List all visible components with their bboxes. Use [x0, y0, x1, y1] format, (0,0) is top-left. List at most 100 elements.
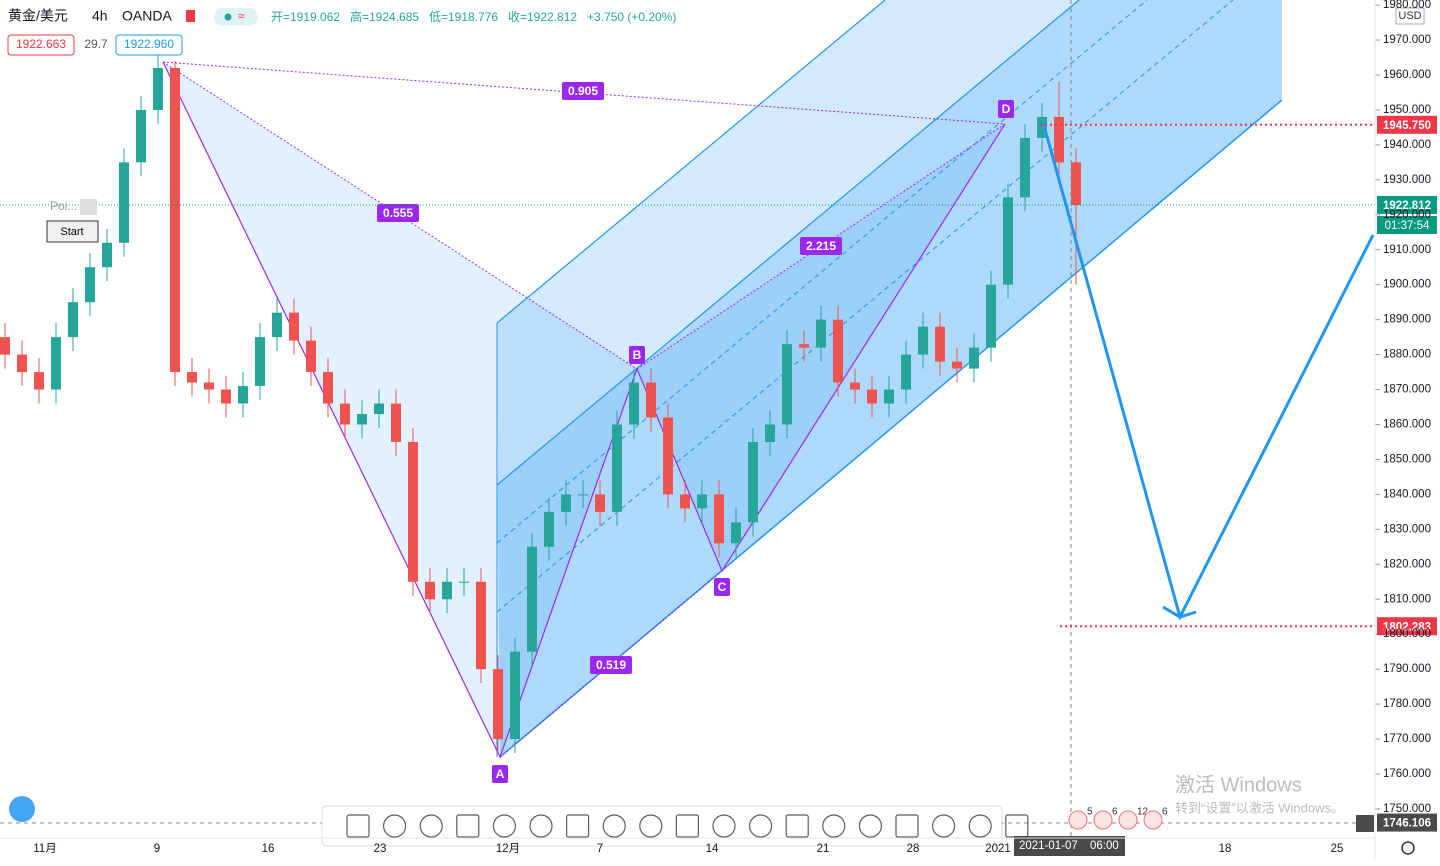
tool-icon[interactable] — [529, 814, 553, 838]
bid-box[interactable] — [7, 34, 75, 56]
settings-icon[interactable] — [1401, 841, 1415, 855]
price-label-box — [1377, 115, 1437, 134]
price-tick-label: 1840.000 — [1383, 488, 1431, 500]
candle-body — [476, 581, 486, 670]
tool-icon[interactable] — [639, 814, 663, 838]
tool-icon[interactable] — [895, 814, 919, 838]
start-label: Start — [60, 226, 83, 238]
candles — [0, 54, 1081, 754]
toolbar-icons — [346, 814, 1029, 838]
price-tick-label: 1900.000 — [1383, 279, 1431, 291]
tool-icon[interactable] — [492, 814, 516, 838]
status-pill[interactable] — [214, 8, 258, 26]
tool-icon[interactable] — [931, 814, 956, 838]
candle-body — [731, 522, 741, 544]
status-dot — [224, 13, 232, 21]
countdown: 01:37:54 — [1385, 220, 1430, 232]
pattern-tag — [714, 578, 730, 596]
price-label: 1746.106 — [1383, 818, 1431, 830]
price-label: 1922.812 — [1383, 200, 1431, 212]
candle-body — [884, 389, 894, 404]
cursor-time-box — [1014, 836, 1125, 856]
arrow-head — [1162, 605, 1197, 619]
tool-icon[interactable] — [822, 814, 846, 838]
price-tick-label: 1950.000 — [1383, 104, 1431, 116]
price-tick-label: 1980.000 — [1383, 0, 1431, 11]
candle-body — [340, 403, 350, 425]
price-tick-label: 1820.000 — [1383, 558, 1431, 570]
candle-body — [17, 354, 27, 373]
event-icon[interactable] — [1068, 810, 1088, 830]
tool-icon[interactable] — [565, 814, 590, 838]
tool-icon[interactable] — [602, 814, 626, 838]
flag-icon[interactable] — [186, 10, 195, 22]
pattern-tag — [590, 656, 632, 674]
channel-upper — [496, 0, 886, 324]
candle-body — [289, 312, 299, 341]
candle-body — [901, 354, 911, 390]
tool-icon[interactable] — [785, 814, 809, 838]
event-icon[interactable] — [1093, 810, 1113, 830]
candle-body — [578, 494, 588, 496]
ask-box[interactable] — [115, 34, 183, 56]
candle-body — [697, 494, 707, 509]
price-tick-label: 1830.000 — [1383, 523, 1431, 535]
candle-body — [986, 284, 996, 348]
time-label: 12月 — [496, 843, 520, 855]
pattern-tag-label: D — [1002, 102, 1011, 116]
price-tick-label: 1970.000 — [1383, 34, 1431, 46]
plus-box[interactable] — [1356, 815, 1374, 832]
tool-icon[interactable] — [1005, 814, 1029, 838]
candle-body — [816, 319, 826, 348]
candle-body — [850, 382, 860, 390]
candle-body — [612, 424, 622, 512]
candle-body — [714, 494, 724, 544]
price-label: 1945.750 — [1383, 120, 1431, 132]
pattern-tag — [800, 237, 842, 255]
tool-icon[interactable] — [858, 814, 883, 838]
tool-icon[interactable] — [748, 814, 773, 838]
price-tick-label: 1890.000 — [1383, 314, 1431, 326]
watermark-title: 激活 Windows — [1175, 773, 1302, 796]
symbol[interactable]: 黄金/美元 — [8, 8, 68, 24]
channel-lower — [499, 99, 1283, 758]
pattern-tag-label: 2.215 — [806, 239, 836, 253]
indicator-name: Poi... — [50, 199, 77, 213]
tool-icon[interactable] — [456, 814, 480, 838]
start-button[interactable] — [46, 220, 99, 243]
tool-icon[interactable] — [419, 814, 443, 838]
pattern-tag — [377, 204, 419, 222]
indicator-box[interactable] — [80, 199, 97, 215]
candle-body — [1003, 197, 1013, 285]
event-icon[interactable] — [1118, 810, 1138, 830]
tool-icon[interactable] — [346, 814, 370, 838]
price-tick-label: 1780.000 — [1383, 698, 1431, 710]
tool-icon[interactable] — [383, 814, 407, 838]
time-label: 23 — [374, 843, 387, 855]
ohlc-close: 收=1922.812 — [508, 10, 577, 24]
time-label: 14 — [706, 843, 719, 855]
channel-mid — [496, 0, 1148, 544]
logo[interactable] — [9, 796, 35, 822]
time-label: 11月 — [33, 843, 56, 855]
time-label: 9 — [154, 843, 160, 855]
event-count: 6 — [1162, 807, 1168, 818]
time-label: 28 — [907, 843, 920, 855]
event-icon[interactable] — [1143, 810, 1163, 830]
candle-body — [238, 386, 248, 404]
tool-icon[interactable] — [675, 814, 700, 838]
time-label: 21 — [817, 843, 830, 855]
currency-box[interactable] — [1395, 7, 1425, 25]
tool-icon[interactable] — [968, 814, 992, 838]
candle-body — [1037, 116, 1047, 138]
tool-icon[interactable] — [712, 814, 736, 838]
interval[interactable]: 4h — [92, 8, 108, 24]
candle-body — [493, 669, 503, 740]
broker: OANDA — [122, 8, 172, 24]
candle-body — [221, 389, 231, 404]
candle-body — [646, 382, 656, 418]
candle-body — [510, 651, 520, 740]
candle-body — [629, 382, 639, 425]
candle-body — [306, 340, 316, 373]
candle-body — [1054, 116, 1064, 163]
